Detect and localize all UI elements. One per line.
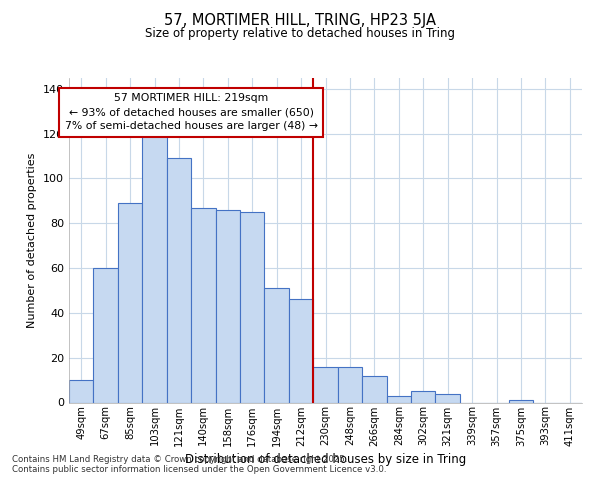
Bar [69,380,94,402]
Bar [94,268,118,402]
Text: 57, MORTIMER HILL, TRING, HP23 5JA: 57, MORTIMER HILL, TRING, HP23 5JA [164,12,436,28]
Bar [362,376,386,402]
Bar [289,300,313,403]
Text: Contains HM Land Registry data © Crown copyright and database right 2025.
Contai: Contains HM Land Registry data © Crown c… [12,455,386,474]
Y-axis label: Number of detached properties: Number of detached properties [28,152,37,328]
Bar [265,288,289,403]
Bar [191,208,215,402]
Bar [509,400,533,402]
Bar [167,158,191,402]
Bar [386,396,411,402]
Bar [142,102,167,403]
X-axis label: Distribution of detached houses by size in Tring: Distribution of detached houses by size … [185,452,466,466]
Bar [240,212,265,402]
Bar [313,366,338,402]
Bar [215,210,240,402]
Bar [118,203,142,402]
Text: Size of property relative to detached houses in Tring: Size of property relative to detached ho… [145,28,455,40]
Bar [411,392,436,402]
Text: 57 MORTIMER HILL: 219sqm
← 93% of detached houses are smaller (650)
7% of semi-d: 57 MORTIMER HILL: 219sqm ← 93% of detach… [65,93,317,131]
Bar [338,366,362,402]
Bar [436,394,460,402]
